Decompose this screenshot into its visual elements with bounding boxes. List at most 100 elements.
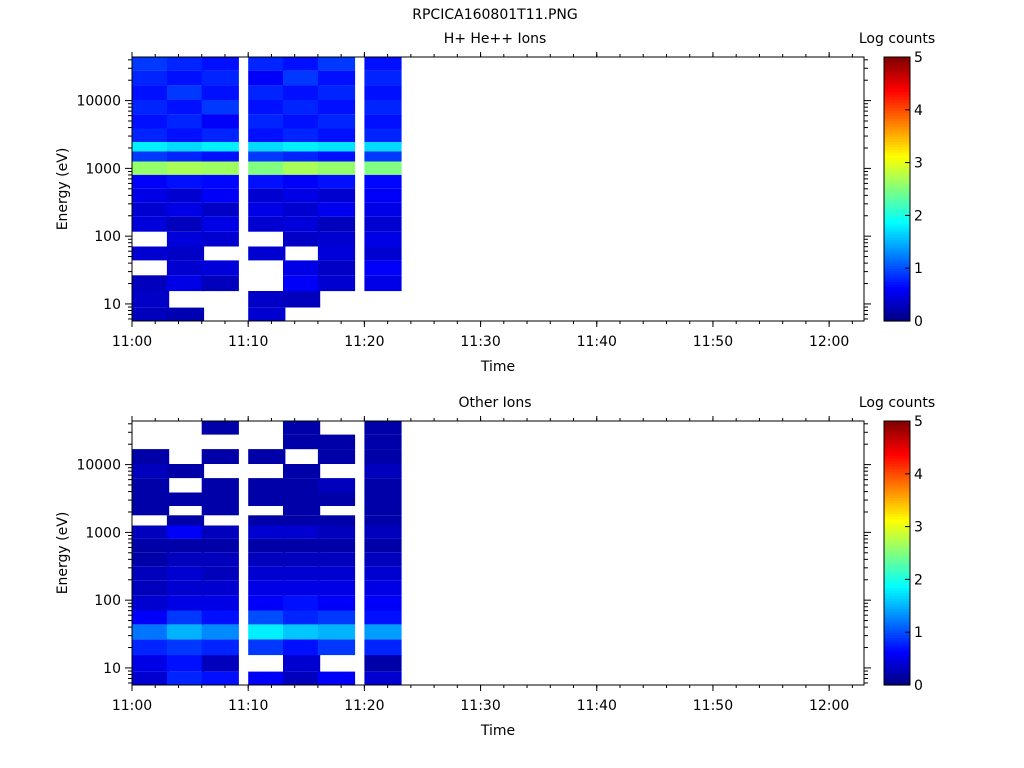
heatmap-cell [283,85,321,100]
heatmap-cell [283,151,321,162]
colorbar-segment [884,526,910,530]
heatmap-cell [132,174,170,189]
colorbar-segment [884,207,910,211]
colorbar-segment [884,553,910,557]
heatmap-cell [132,566,170,581]
colorbar-frame [883,420,911,686]
heatmap-cell [166,161,205,175]
heatmap-cell [248,202,286,217]
heatmap-cell [364,275,402,292]
colorbar-segment [884,534,910,538]
colorbar-segment [884,600,910,604]
colorbar-segment [884,162,910,166]
heatmap-cell [364,566,402,581]
heatmap-cell [201,525,239,539]
colorbar-segment [884,233,910,238]
heatmap-cell [364,151,402,162]
colorbar-segment [884,542,910,546]
heatmap-cell [317,128,356,142]
colorbar-segment [884,59,910,63]
colorbar-segment [884,80,910,84]
colorbar-segment [884,199,910,203]
colorbar-segment [884,196,910,201]
heatmap-cell [283,525,321,539]
heatmap-cell [132,671,170,685]
colorbar-segment [884,545,910,549]
colorbar-segment [884,431,910,435]
heatmap-cell [132,85,170,100]
heatmap-cell [364,161,402,175]
y-tick-label: 10 [103,297,121,313]
heatmap-cells [132,57,402,321]
colorbar-segment [884,276,910,280]
heatmap-cell [283,624,321,640]
colorbar-segment [884,447,910,451]
colorbar-segment [884,286,910,290]
heatmap-cell [132,128,170,142]
x-tick-label: 11:40 [577,334,617,350]
colorbar-segment [884,663,910,668]
colorbar-segment [884,468,910,472]
heatmap-cell [317,671,356,685]
colorbar-segment [884,619,910,623]
heatmap-cell [166,624,205,640]
colorbar-segment [884,442,910,446]
colorbar-segment [884,270,910,275]
heatmap-cell [283,538,321,553]
colorbar-segment [884,141,910,145]
heatmap-cell [317,434,356,450]
heatmap-cell [364,515,402,526]
colorbar: 0 1 2 3 4 5 Log counts [859,395,935,694]
colorbar-segment [884,252,910,256]
colorbar-segment [884,574,910,578]
heatmap-cell [132,639,170,656]
colorbar-tick-label: 4 [914,103,923,119]
colorbar-segment [884,547,910,551]
colorbar-segment [884,648,910,652]
colorbar-segment [884,531,910,536]
colorbar-segment [884,136,910,140]
plot-frame [131,56,865,322]
heatmap-cell [166,128,205,142]
colorbar-segment [884,123,910,127]
colorbar-segment [884,223,910,227]
heatmap-cell [283,114,321,129]
colorbar-segment [884,513,910,517]
heatmap-cell [201,174,239,189]
heatmap-cell [248,515,286,526]
heatmap-cell [364,580,402,596]
colorbar-segment [884,273,910,277]
heatmap-cell [317,525,356,539]
heatmap-cell [132,464,170,479]
heatmap-cell [364,246,402,261]
colorbar-segment [884,225,910,230]
heatmap-cell [317,580,356,596]
colorbar-segment [884,99,910,103]
heatmap-cell [248,188,286,203]
heatmap-cell [166,580,205,596]
heatmap-cell [166,307,205,321]
colorbar-tick-label: 2 [914,572,923,588]
heatmap-cell [166,246,205,261]
heatmap-cell [201,114,239,129]
x-tick-label: 11:50 [693,334,733,350]
heatmap-cell [283,70,321,86]
y-tick-label: 100 [94,229,121,245]
colorbar-segment [884,72,910,77]
heatmap-cells [132,421,402,685]
colorbar-segment [884,489,910,493]
heatmap-cell [166,142,205,152]
heatmap-cell [317,188,356,203]
heatmap-cell [283,492,321,506]
colorbar-segment [884,452,910,456]
colorbar-segment [884,595,910,599]
colorbar-segment [884,666,910,670]
colorbar-segment [884,146,910,150]
colorbar-segment [884,621,910,625]
colorbar-segment [884,508,910,512]
heatmap-cell [166,595,205,611]
heatmap-cell [364,142,402,152]
heatmap-cell [283,231,321,247]
colorbar-segment [884,634,910,639]
colorbar-segment [884,194,910,198]
